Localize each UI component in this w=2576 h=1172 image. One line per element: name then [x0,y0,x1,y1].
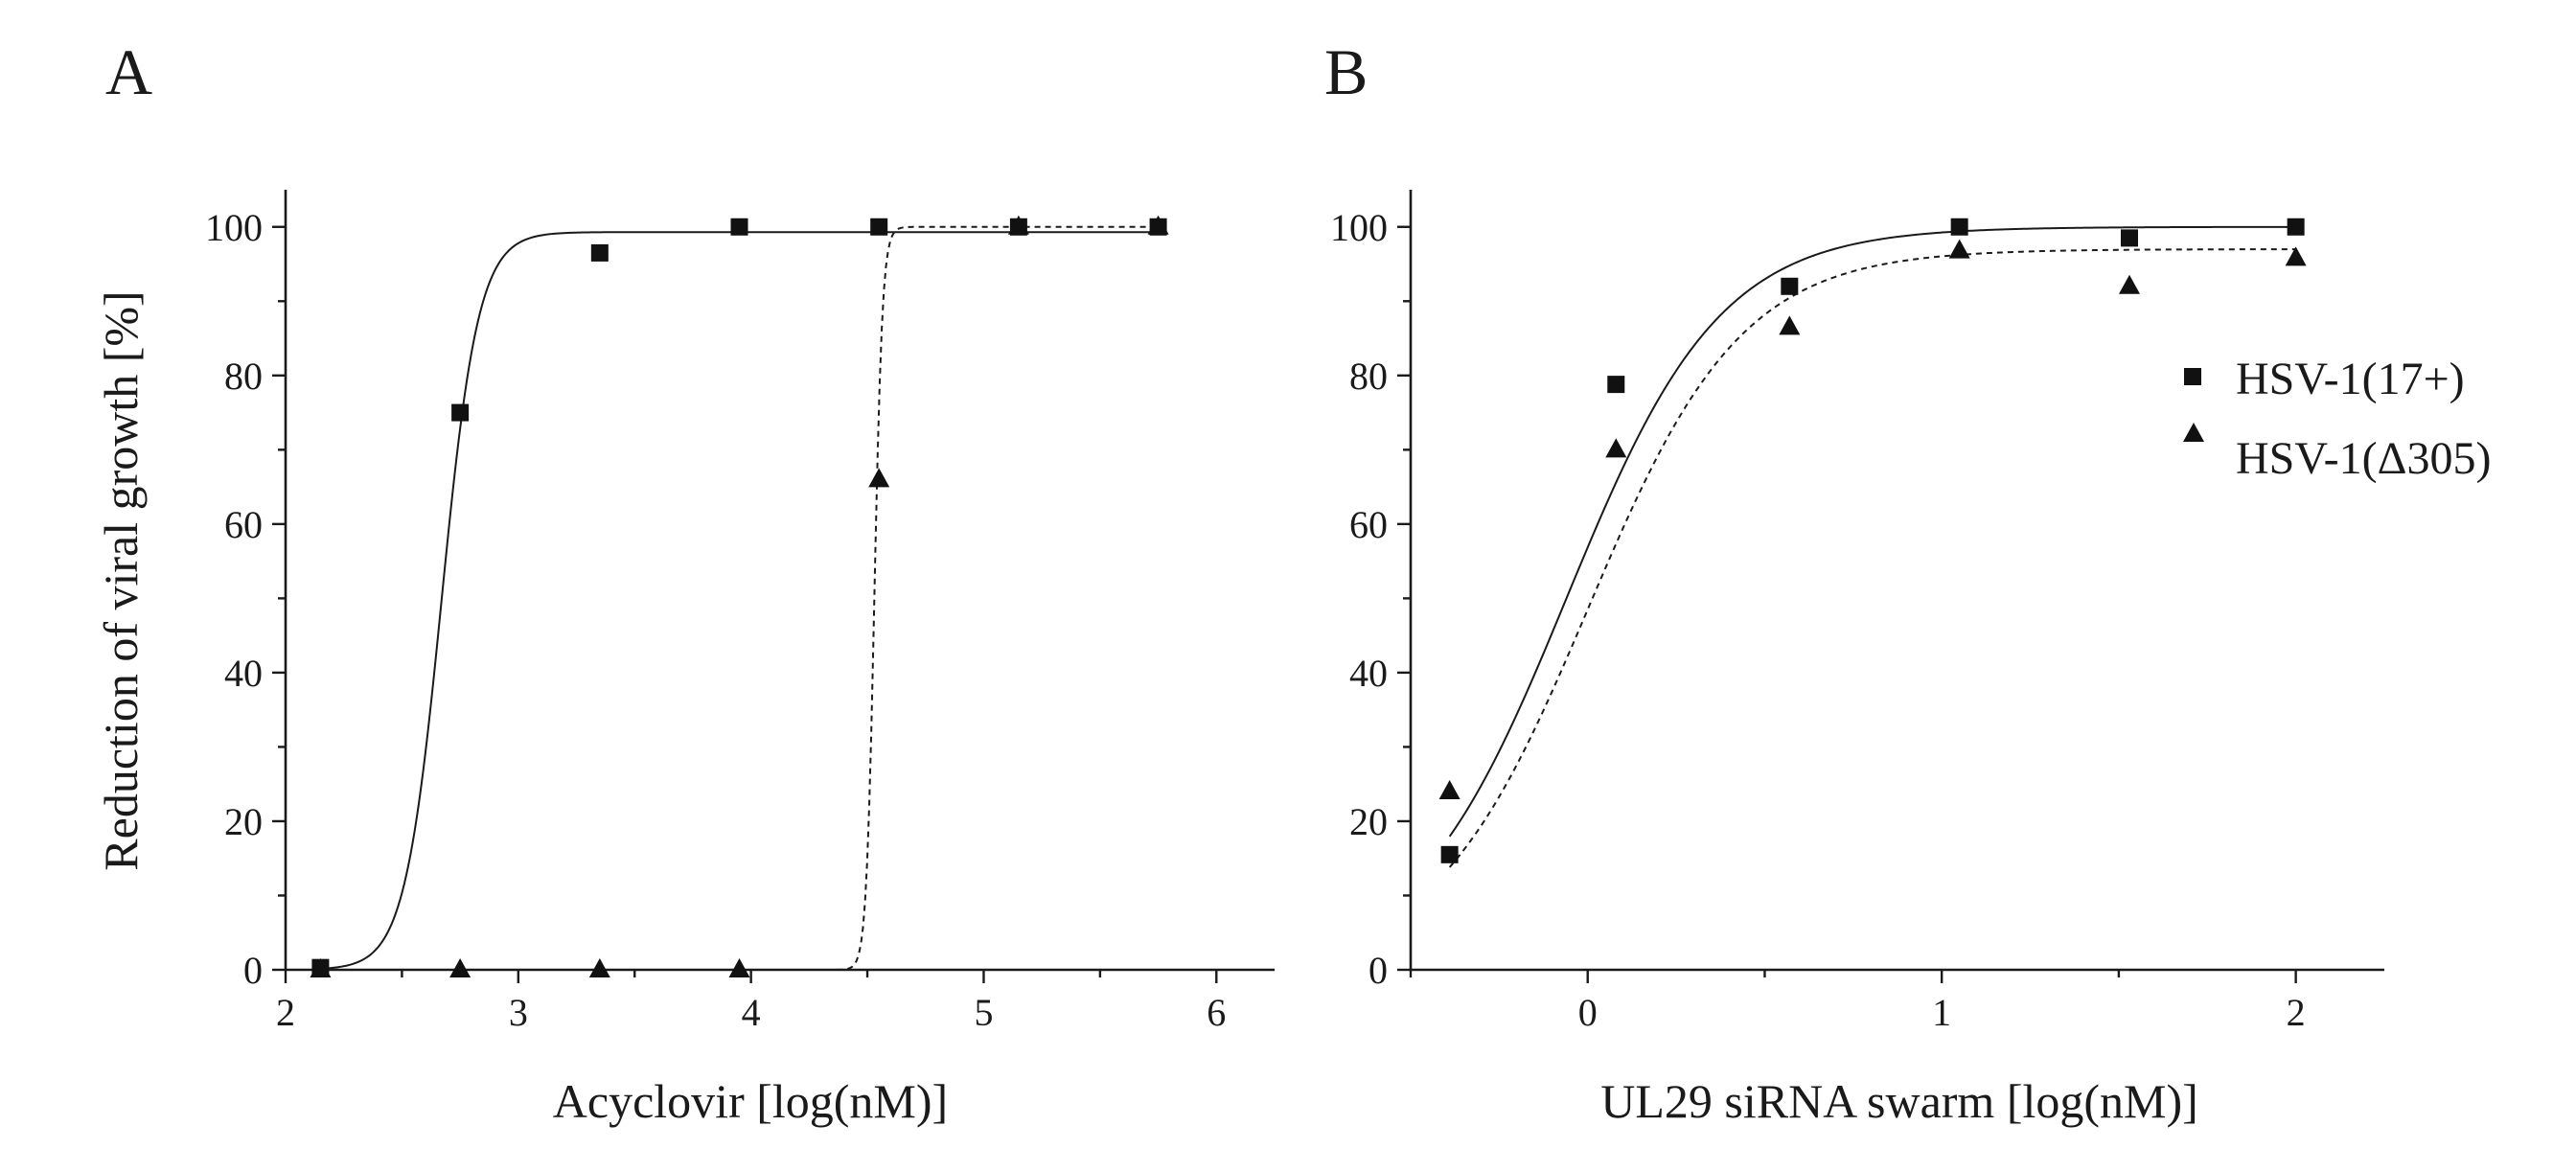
panel-b-y-tick-label: 0 [1368,949,1388,992]
panel-a-point-delta305 [1147,215,1169,235]
panel-a-y-tick-label: 80 [224,355,263,398]
panel-b-point-delta305 [1605,438,1627,458]
panel-b-point-17plus [2120,229,2138,247]
panel-a-fit-curve-17plus [320,231,1159,970]
panel-b-x-axis-title: UL29 siRNA swarm [log(nM)] [1600,1074,2198,1128]
panel-b-point-delta305 [1438,779,1460,799]
panel-a-y-tick-label: 20 [224,800,263,843]
panel-a-x-tick-label: 4 [742,991,761,1034]
panel-a-point-delta305 [588,958,610,977]
panel-a-point-17plus [590,243,609,262]
y-axis-title: Reduction of viral growth [%] [94,290,148,870]
panel-b-label: B [1324,35,1368,108]
panel-b-point-delta305 [2285,246,2307,266]
panel-b-point-17plus [1607,376,1625,394]
panel-b-x-tick-label: 2 [2287,991,2306,1034]
panel-a-point-17plus [730,218,748,236]
legend: HSV-1(17+) HSV-1(Δ305) [2183,354,2491,484]
panel-b-x-tick-label: 0 [1578,991,1598,1034]
panel-b-point-17plus [1440,845,1459,863]
panel-b-fit-curve-delta305 [1448,248,2296,868]
panel-a-x-tick-label: 6 [1207,991,1226,1034]
panel-a-point-delta305 [449,958,472,977]
panel-b-y-tick-label: 40 [1349,652,1388,695]
panel-a-y-tick-label: 100 [205,206,263,249]
panel-a-point-delta305 [868,468,890,488]
panel-b-point-17plus [1781,277,1799,295]
panel-a-x-tick-label: 3 [509,991,528,1034]
panel-a-point-17plus [870,218,888,236]
panel-a-point-delta305 [728,958,750,977]
panel-a-point-delta305 [1007,215,1029,235]
panel-a-point-17plus [451,403,470,422]
panel-b-fit-curve-17plus [1448,225,2296,838]
panel-b-plot: 0 20 40 60 80 100 0 1 2 [1330,190,2384,1034]
panel-b-point-delta305 [2118,274,2140,294]
panel-a-fit-curve-delta305 [320,225,1159,971]
panel-b-point-delta305 [1779,315,1801,335]
panel-b-y-tick-label: 20 [1349,800,1388,843]
panel-a-x-tick-label: 5 [974,991,993,1034]
panel-b-point-delta305 [1948,239,1970,259]
panel-a-plot: 0 20 40 60 80 100 2 3 4 5 6 [205,190,1275,1034]
panel-a-y-tick-label: 60 [224,503,263,546]
panel-a-label: A [105,35,152,108]
panel-b-y-tick-label: 60 [1349,503,1388,546]
legend-marker-square [2184,368,2201,385]
panel-a-point-delta305 [310,958,332,977]
panel-b-point-17plus [1950,218,1968,236]
panel-a-y-tick-label: 40 [224,652,263,695]
panel-b-y-tick-label: 100 [1330,206,1388,249]
panel-a-y-tick-label: 0 [243,949,263,992]
panel-b-y-tick-label: 80 [1349,355,1388,398]
legend-marker-triangle [2183,423,2204,442]
panel-a-x-axis-title: Acyclovir [log(nM)] [553,1074,948,1128]
legend-label-delta305: HSV-1(Δ305) [2236,433,2491,484]
legend-label-17plus: HSV-1(17+) [2236,354,2465,404]
panel-b-x-tick-label: 1 [1932,991,1951,1034]
panel-b-point-17plus [2287,218,2305,236]
panel-a-x-tick-label: 2 [276,991,295,1034]
